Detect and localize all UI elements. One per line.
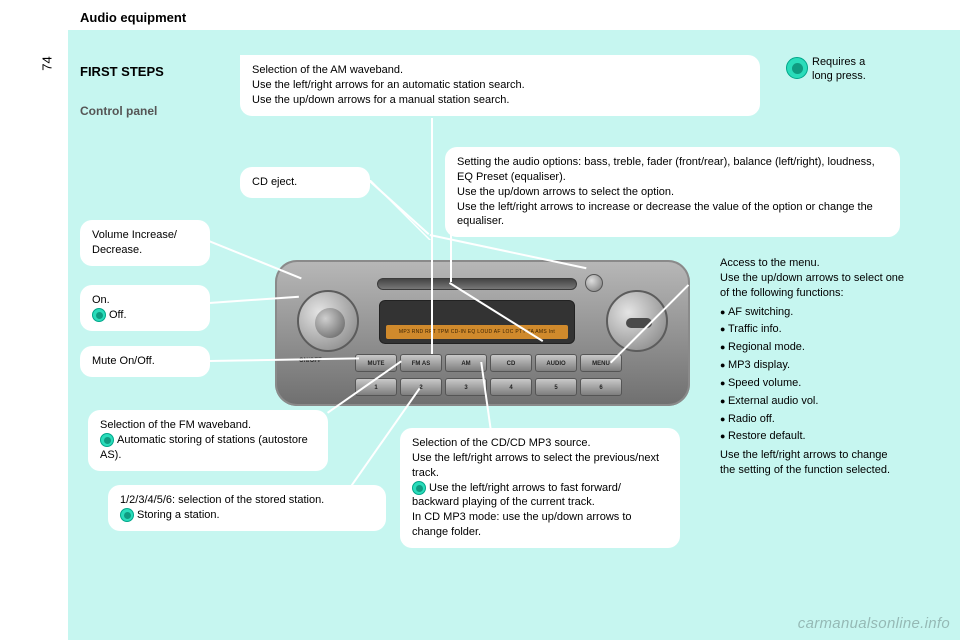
callout-volume: Volume Increase/Decrease. xyxy=(80,220,210,266)
menu-list: AF switching. Traffic info. Regional mode.… xyxy=(720,305,905,445)
cd-line2: Use the left/right arrows to select the … xyxy=(412,451,668,481)
am-line3: Use the up/down arrows for a manual stat… xyxy=(252,93,748,108)
menu-item: Speed volume. xyxy=(720,376,905,391)
hand-icon xyxy=(100,433,114,447)
menu-item: Radio off. xyxy=(720,412,905,427)
menu-item: MP3 display. xyxy=(720,358,905,373)
page-number: 74 xyxy=(40,56,55,70)
menu-item: AF switching. xyxy=(720,305,905,320)
radio-button-fm-as: FM AS xyxy=(400,354,442,372)
cd-slot xyxy=(377,278,577,290)
control-panel-heading: Control panel xyxy=(80,104,157,118)
requires-long-press: Requires a long press. xyxy=(790,55,900,84)
requires-text-2: long press. xyxy=(812,70,866,82)
menu-item: Restore default. xyxy=(720,429,905,444)
button-row-2: 123456 xyxy=(355,378,622,396)
audio-opt-1: Setting the audio options: bass, treble,… xyxy=(457,155,888,185)
audio-opt-3: Use the left/right arrows to increase or… xyxy=(457,200,888,230)
fm-line1: Selection of the FM waveband. xyxy=(100,418,316,433)
am-line1: Selection of the AM waveband. xyxy=(252,63,748,78)
preset-button-6: 6 xyxy=(580,378,622,396)
section-header: Audio equipment xyxy=(80,10,186,25)
callout-am-waveband: Selection of the AM waveband. Use the le… xyxy=(240,55,760,116)
cd-eject-text: CD eject. xyxy=(252,176,297,188)
preset-button-3: 3 xyxy=(445,378,487,396)
menu-outro: Use the left/right arrows to change the … xyxy=(720,448,905,478)
presets-line1: 1/2/3/4/5/6: selection of the stored sta… xyxy=(120,493,374,508)
radio-button-audio: AUDIO xyxy=(535,354,577,372)
off-text: Off. xyxy=(109,309,127,321)
audio-opt-2: Use the up/down arrows to select the opt… xyxy=(457,185,888,200)
callout-on-off: On. Off. xyxy=(80,285,210,331)
callout-audio-options: Setting the audio options: bass, treble,… xyxy=(445,147,900,237)
eject-button xyxy=(585,274,603,292)
radio-display: MP3 RND RPT TPM CD-IN EQ LOUD AF LOC PTY… xyxy=(379,300,575,344)
tuning-knob xyxy=(606,290,668,352)
cd-line1: Selection of the CD/CD MP3 source. xyxy=(412,436,668,451)
mute-text: Mute On/Off. xyxy=(92,355,155,367)
cd-line3: Use the left/right arrows to fast forwar… xyxy=(412,482,621,509)
am-line2: Use the left/right arrows for an automat… xyxy=(252,78,748,93)
display-text: MP3 RND RPT TPM CD-IN EQ LOUD AF LOC PTY… xyxy=(386,325,568,339)
first-steps-heading: FIRST STEPS xyxy=(80,64,164,79)
menu-intro2: Use the up/down arrows to select one of … xyxy=(720,271,905,301)
volume-knob xyxy=(297,290,359,352)
leader-line xyxy=(450,222,452,282)
callout-cd-eject: CD eject. xyxy=(240,167,370,198)
callout-fm-waveband: Selection of the FM waveband. Automatic … xyxy=(88,410,328,471)
on-text: On. xyxy=(92,293,198,308)
hand-icon xyxy=(412,481,426,495)
fm-line2: Automatic storing of stations (autostore… xyxy=(100,434,308,461)
requires-text-1: Requires a xyxy=(812,56,865,68)
hand-icon xyxy=(120,508,134,522)
radio-button-cd: CD xyxy=(490,354,532,372)
preset-button-5: 5 xyxy=(535,378,577,396)
preset-button-2: 2 xyxy=(400,378,442,396)
hand-icon xyxy=(786,57,808,79)
callout-mute: Mute On/Off. xyxy=(80,346,210,377)
callout-menu: Access to the menu. Use the up/down arro… xyxy=(720,256,905,478)
cd-line4: In CD MP3 mode: use the up/down arrows t… xyxy=(412,510,668,540)
callout-cd-source: Selection of the CD/CD MP3 source. Use t… xyxy=(400,428,680,548)
menu-intro1: Access to the menu. xyxy=(720,256,905,271)
callout-presets: 1/2/3/4/5/6: selection of the stored sta… xyxy=(108,485,386,531)
watermark: carmanualsonline.info xyxy=(798,615,950,632)
menu-item: Traffic info. xyxy=(720,322,905,337)
presets-line2: Storing a station. xyxy=(137,509,220,521)
preset-button-4: 4 xyxy=(490,378,532,396)
menu-item: External audio vol. xyxy=(720,394,905,409)
menu-item: Regional mode. xyxy=(720,340,905,355)
hand-icon xyxy=(92,308,106,322)
